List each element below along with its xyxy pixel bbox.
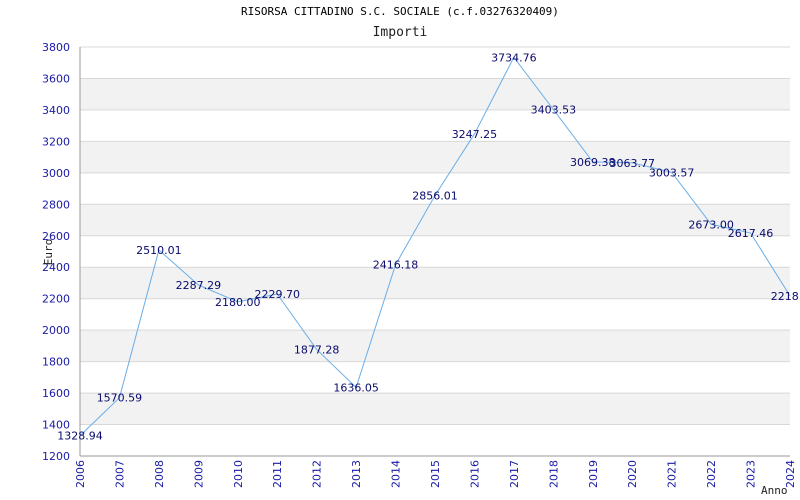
chart-title: RISORSA CITTADINO S.C. SOCIALE (c.f.0327…: [241, 5, 559, 18]
chart-subtitle: Importi: [372, 25, 428, 40]
x-tick-label: 2021: [666, 460, 679, 488]
data-label: 1877.28: [294, 343, 340, 356]
y-tick-label: 3200: [42, 135, 70, 148]
x-tick-label: 2019: [587, 460, 600, 488]
y-tick-label: 3000: [42, 167, 70, 180]
x-axis-label: Anno: [761, 484, 788, 497]
y-tick-label: 3800: [42, 41, 70, 54]
x-tick-label: 2016: [468, 460, 481, 488]
x-tick-label: 2010: [232, 460, 245, 488]
data-label: 3063.77: [609, 157, 655, 170]
x-tick-label: 2008: [153, 460, 166, 488]
x-tick-labels: 2006 2007 2008 2009 2010 2011 2012 2013 2014 2015…: [74, 460, 797, 488]
data-label: 2673.00: [688, 218, 734, 231]
y-tick-label: 2800: [42, 198, 70, 211]
data-label: 2510.01: [136, 244, 182, 257]
data-label: 2229.70: [254, 288, 300, 301]
y-axis-label: Euro: [42, 239, 55, 266]
y-tick-label: 3600: [42, 72, 70, 85]
x-tick-label: 2023: [745, 460, 758, 488]
data-label: 3247.25: [452, 128, 498, 141]
x-tick-label: 2014: [390, 460, 403, 488]
x-tick-label: 2012: [311, 460, 324, 488]
data-label: 1328.94: [57, 430, 103, 443]
y-tick-label: 2600: [42, 230, 70, 243]
data-label: 2180.00: [215, 296, 261, 309]
y-tick-label: 1400: [42, 419, 70, 432]
x-tick-label: 2007: [113, 460, 126, 488]
grid-band: [80, 141, 790, 173]
y-tick-label: 1200: [42, 450, 70, 463]
x-tick-label: 2024: [784, 460, 797, 488]
x-tick-label: 2015: [429, 460, 442, 488]
data-label: 3069.38: [570, 156, 616, 169]
grid-bands: [80, 78, 790, 425]
x-tick-label: 2017: [508, 460, 521, 488]
grid-band: [80, 78, 790, 110]
y-tick-label: 1800: [42, 356, 70, 369]
y-tick-labels: 1200 1400 1600 1800 2000 2200 2400 2600 2800 3000…: [42, 41, 70, 463]
data-label: 1570.59: [97, 392, 143, 405]
grid-band: [80, 330, 790, 362]
data-label: 2416.18: [373, 259, 419, 272]
grid-band: [80, 393, 790, 425]
series-line: [79, 56, 791, 437]
data-label: 3003.57: [649, 166, 695, 179]
data-labels: 1328.94 1570.59 2510.01 2287.29 2180.002229.…: [57, 51, 800, 442]
data-label: 2218.1: [771, 290, 800, 303]
y-tick-label: 2200: [42, 293, 70, 306]
data-label: 2856.01: [412, 189, 458, 202]
x-tick-label: 2020: [626, 460, 639, 488]
data-label: 3734.76: [491, 51, 537, 64]
data-label: 2287.29: [176, 279, 222, 292]
data-label: 1636.05: [333, 381, 379, 394]
y-tick-label: 1600: [42, 387, 70, 400]
x-tick-label: 2009: [192, 460, 205, 488]
y-tick-label: 3400: [42, 104, 70, 117]
x-tick-label: 2011: [271, 460, 284, 488]
y-tick-label: 2400: [42, 261, 70, 274]
y-tick-label: 2000: [42, 324, 70, 337]
x-tick-label: 2013: [350, 460, 363, 488]
x-tick-label: 2006: [74, 460, 87, 488]
x-tick-label: 2018: [547, 460, 560, 488]
data-label: 2617.46: [728, 227, 774, 240]
x-tick-label: 2022: [705, 460, 718, 488]
grid-band: [80, 267, 790, 299]
data-label: 3403.53: [531, 103, 577, 116]
grid-band: [80, 204, 790, 236]
